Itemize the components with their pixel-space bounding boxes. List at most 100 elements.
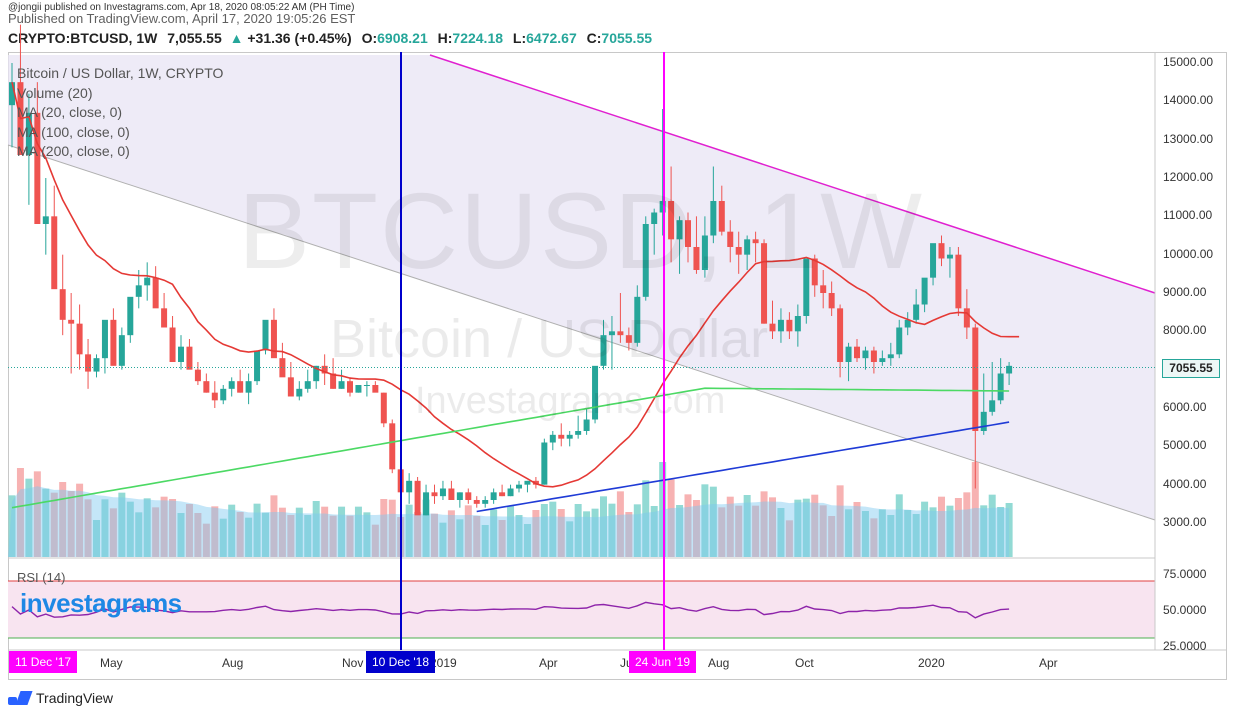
change-arrow: ▲ <box>229 30 244 46</box>
candle-body <box>161 308 168 328</box>
price-tick-label: 15000.00 <box>1163 55 1214 69</box>
volume-bar <box>600 496 607 557</box>
close-label: C: <box>586 30 602 46</box>
volume-bar <box>84 499 92 557</box>
candle-body <box>625 335 632 343</box>
volume-bar <box>777 508 785 557</box>
watermark-site: Investagrams.com <box>415 380 726 422</box>
candle-body <box>532 480 539 485</box>
candle-body <box>668 201 675 240</box>
low-label: L: <box>512 30 527 46</box>
candle-body <box>896 327 903 355</box>
ma100-line <box>11 387 1010 509</box>
time-tick-label: Nov <box>342 656 364 670</box>
candle-body <box>127 296 134 336</box>
price-tick-label: 3000.00 <box>1163 515 1207 529</box>
volume-bar <box>549 501 557 557</box>
volume-bar <box>185 504 193 557</box>
volume-bar <box>118 492 126 557</box>
candle-body <box>363 385 370 386</box>
candle-body <box>254 350 261 382</box>
volume-bar <box>169 499 177 557</box>
volume-bar <box>997 507 1005 557</box>
candle-body <box>930 243 937 278</box>
volume-bar <box>557 509 565 557</box>
candle-body <box>270 319 277 359</box>
candle-body <box>676 220 683 240</box>
volume-bar <box>963 492 971 557</box>
price-tick-label: 13000.00 <box>1163 131 1214 146</box>
candle-body <box>118 335 125 366</box>
candle-body <box>600 335 607 366</box>
candle-body <box>338 381 345 389</box>
candle-body <box>287 377 294 397</box>
rsi-tick-label: 50.0000 <box>1163 603 1207 617</box>
candle-body <box>482 500 489 504</box>
candle-body <box>456 492 463 500</box>
volume-bar <box>878 509 886 557</box>
volume-bar <box>67 491 75 557</box>
symbol-name: CRYPTO:BTCUSD, 1W <box>8 30 158 46</box>
legend-item: MA (100, close, 0) <box>17 123 130 140</box>
candle-body <box>820 285 827 293</box>
volume-bar <box>93 520 100 557</box>
volume-bar <box>456 519 464 557</box>
volume-bar <box>642 480 650 557</box>
price-tick-label: 6000.00 <box>1163 400 1207 414</box>
candle-body <box>499 492 506 497</box>
volume-bar <box>608 503 616 557</box>
time-tick-label: 2020 <box>918 656 945 670</box>
candle-body <box>997 373 1004 401</box>
volume-bar <box>481 525 489 557</box>
candle-body <box>473 500 480 504</box>
volume-bar <box>532 510 540 557</box>
chart-frame <box>8 52 1227 680</box>
candle-body <box>1006 365 1013 374</box>
price-tick-label: 12000.00 <box>1163 170 1214 184</box>
tradingview-logo-icon <box>8 691 30 705</box>
change-value: +31.36 (+0.45%) <box>247 30 352 46</box>
candle-body <box>516 484 522 489</box>
volume-bar <box>760 491 768 557</box>
volume-bar <box>650 506 658 557</box>
candle-body <box>921 277 928 305</box>
volume-bar <box>802 498 810 557</box>
volume-bar <box>253 503 261 557</box>
candle-body <box>144 277 151 286</box>
candle-body <box>566 434 573 439</box>
candle-body <box>718 201 725 232</box>
volume-bar <box>684 494 692 557</box>
volume-bar <box>887 515 895 557</box>
candle-body <box>194 369 201 382</box>
time-tick-label: Oct <box>795 656 814 670</box>
candle-body <box>541 442 548 485</box>
symbol-header: CRYPTO:BTCUSD, 1W 7,055.55 ▲ +31.36 (+0.… <box>8 30 652 46</box>
volume-bar <box>811 494 819 557</box>
volume-bar <box>853 502 861 557</box>
volume-bar <box>371 524 379 557</box>
volume-bar <box>929 507 937 557</box>
price-tick-label: 4000.00 <box>1163 476 1207 491</box>
volume-bar <box>912 514 920 557</box>
candle-body <box>380 392 387 424</box>
volume-bar <box>718 507 726 557</box>
watermark-symbol: BTCUSD, 1W <box>238 170 925 291</box>
candle-body <box>330 373 337 389</box>
candle-body <box>68 319 75 324</box>
candle-body <box>879 358 886 362</box>
candle-body <box>955 254 962 309</box>
volume-bar <box>769 497 776 557</box>
rsi-line <box>11 601 1010 619</box>
candle-body <box>262 319 269 351</box>
volume-bar <box>938 496 945 557</box>
open-label: O: <box>361 30 378 46</box>
volume-bar <box>988 494 996 557</box>
volume-bar <box>921 501 929 557</box>
tradingview-footer[interactable]: TradingView <box>8 690 113 706</box>
volume-bar <box>295 507 303 557</box>
volume-bar <box>270 495 278 557</box>
volume-bar <box>101 499 109 557</box>
volume-bar <box>50 492 58 557</box>
candle-body <box>347 381 353 393</box>
